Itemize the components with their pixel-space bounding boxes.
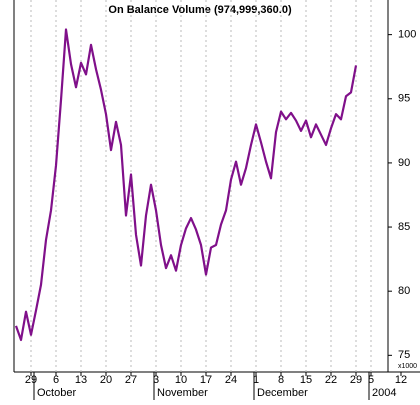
x-tick-label: 29: [25, 374, 37, 386]
x-tick-label: 10: [175, 374, 187, 386]
x-tick-label: 29: [350, 374, 362, 386]
x-tick-label: 24: [225, 374, 237, 386]
x-tick-label: 1: [253, 374, 259, 386]
y-tick-label: 85: [398, 221, 410, 233]
data-line: [14, 28, 358, 342]
x-tick-label: 17: [200, 374, 212, 386]
y-tick-label: 95: [398, 93, 410, 105]
y-tick-label: 90: [398, 157, 410, 169]
y-unit: x1000: [398, 363, 417, 370]
y-tick-label: 75: [398, 349, 410, 361]
x-tick-label: 15: [300, 374, 312, 386]
x-tick-label: 20: [100, 374, 112, 386]
y-tick-label: 100: [398, 29, 416, 41]
x-tick-label: 13: [75, 374, 87, 386]
x-tick-label: 6: [53, 374, 59, 386]
y-tick-label: 80: [398, 285, 410, 297]
x-tick-label: 12: [395, 374, 407, 386]
x-tick-label: 8: [278, 374, 284, 386]
x-tick-label: 22: [325, 374, 337, 386]
x-tick-label: 27: [125, 374, 137, 386]
chart-title: On Balance Volume (974,999,360.0): [108, 4, 292, 16]
x-tick-label: 5: [368, 374, 374, 386]
month-label: 2004: [372, 387, 396, 399]
x-tick-label: 3: [153, 374, 159, 386]
month-label: November: [157, 387, 208, 399]
month-label: December: [257, 387, 308, 399]
month-label: October: [37, 387, 76, 399]
